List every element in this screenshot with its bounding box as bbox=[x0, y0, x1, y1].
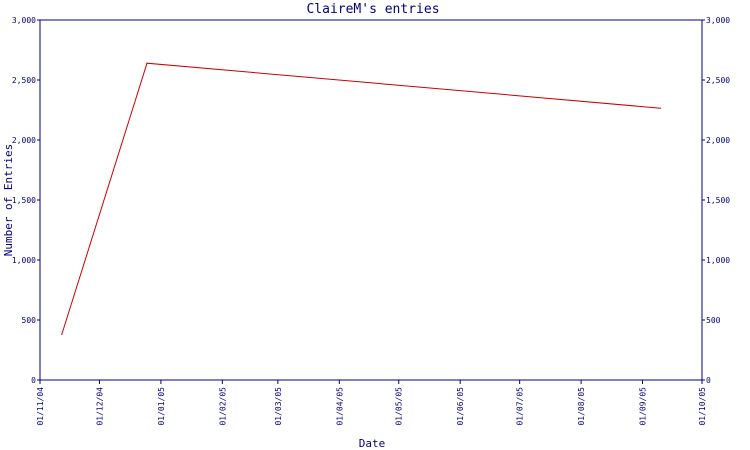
y-tick-label-left: 1,000 bbox=[12, 256, 36, 265]
y-tick-label-right: 2,000 bbox=[706, 136, 730, 145]
x-tick-label: 01/03/05 bbox=[274, 387, 283, 426]
x-tick-label: 01/04/05 bbox=[335, 387, 344, 426]
y-tick-label-right: 500 bbox=[706, 316, 721, 325]
x-tick-label: 01/07/05 bbox=[516, 387, 525, 426]
y-axis-left: 0 500 1,000 1,500 2,000 2,500 3,000 bbox=[12, 16, 40, 385]
y-tick-label-right: 0 bbox=[706, 376, 711, 385]
y-tick-label-left: 2,500 bbox=[12, 76, 36, 85]
y-tick-label-left: 0 bbox=[31, 376, 36, 385]
x-tick-label: 01/06/05 bbox=[456, 387, 465, 426]
data-point bbox=[659, 107, 661, 109]
x-tick-label: 01/09/05 bbox=[639, 387, 648, 426]
y-tick-label-left: 500 bbox=[22, 316, 37, 325]
x-tick-label: 01/02/05 bbox=[218, 387, 227, 426]
data-point bbox=[61, 333, 63, 335]
y-tick-label-left: 3,000 bbox=[12, 16, 36, 25]
x-tick-label: 01/01/05 bbox=[157, 387, 166, 426]
x-tick-label: 01/08/05 bbox=[577, 387, 586, 426]
x-tick-label: 01/11/04 bbox=[36, 387, 45, 426]
x-tick-label: 01/05/05 bbox=[395, 387, 404, 426]
data-point bbox=[146, 62, 148, 64]
y-tick-label-right: 1,500 bbox=[706, 196, 730, 205]
x-tick-label: 01/10/05 bbox=[698, 387, 707, 426]
series-layer bbox=[61, 62, 661, 335]
y-axis-right: 0 500 1,000 1,500 2,000 2,500 3,000 bbox=[702, 16, 730, 385]
y-tick-label-left: 1,500 bbox=[12, 196, 36, 205]
y-tick-label-left: 2,000 bbox=[12, 136, 36, 145]
x-axis: 01/11/04 01/12/04 01/01/05 01/02/05 01/03/05… bbox=[36, 380, 707, 426]
y-axis-label: Number of Entries bbox=[2, 144, 15, 257]
y-tick-label-right: 2,500 bbox=[706, 76, 730, 85]
chart-title: ClaireM's entries bbox=[306, 2, 439, 17]
plot-frame bbox=[39, 19, 703, 381]
series-line bbox=[61, 62, 661, 335]
x-axis-label: Date bbox=[359, 437, 386, 450]
x-tick-label: 01/12/04 bbox=[95, 387, 104, 426]
y-tick-label-right: 3,000 bbox=[706, 16, 730, 25]
y-tick-label-right: 1,000 bbox=[706, 256, 730, 265]
